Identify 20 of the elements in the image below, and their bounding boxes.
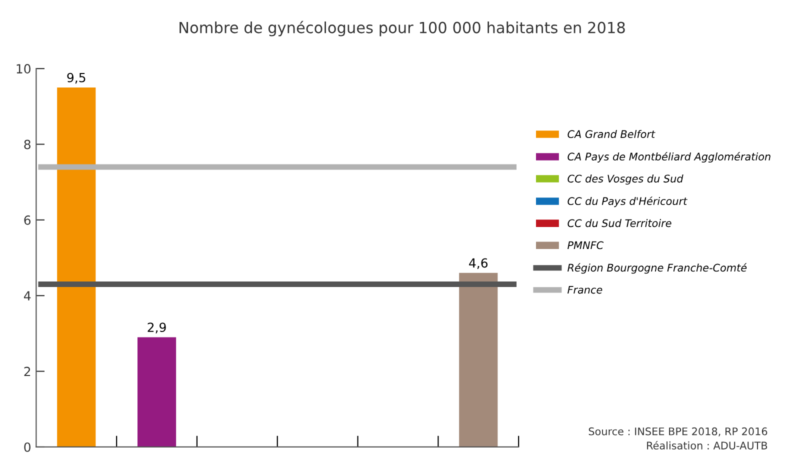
- legend-label: CC du Sud Territoire: [568, 219, 672, 228]
- y-tick-label: 8: [24, 140, 30, 150]
- legend-label: PMNFC: [568, 241, 604, 250]
- legend-label: CC du Pays d'Héricourt: [568, 196, 688, 208]
- y-tick-label: 10: [16, 64, 30, 74]
- data-label: 4,6: [469, 258, 488, 269]
- legend-label: CA Pays de Montbéliard Agglomération: [568, 152, 770, 163]
- chart-title: Nombre de gynécologues pour 100 000 habitants en 2018: [180, 20, 625, 36]
- legend-label: CC des Vosges du Sud: [568, 174, 684, 185]
- text: Réalisation : ADU-AUTB: [647, 441, 768, 450]
- y-tick-label: 2: [24, 366, 30, 376]
- legend-label: France: [568, 286, 602, 294]
- y-tick-label: 4: [24, 291, 31, 300]
- legend-label: Région Bourgogne Franche-Comté: [568, 263, 747, 274]
- legend-label: CA Grand Belfort: [568, 130, 656, 138]
- y-tick-label: 6: [24, 215, 31, 225]
- data-label: 2,9: [148, 322, 166, 334]
- source-note: Source : INSEE BPE 2018, RP 2016: [588, 427, 768, 436]
- data-label: 9,5: [67, 72, 86, 84]
- y-tick-label: 0: [24, 442, 30, 452]
